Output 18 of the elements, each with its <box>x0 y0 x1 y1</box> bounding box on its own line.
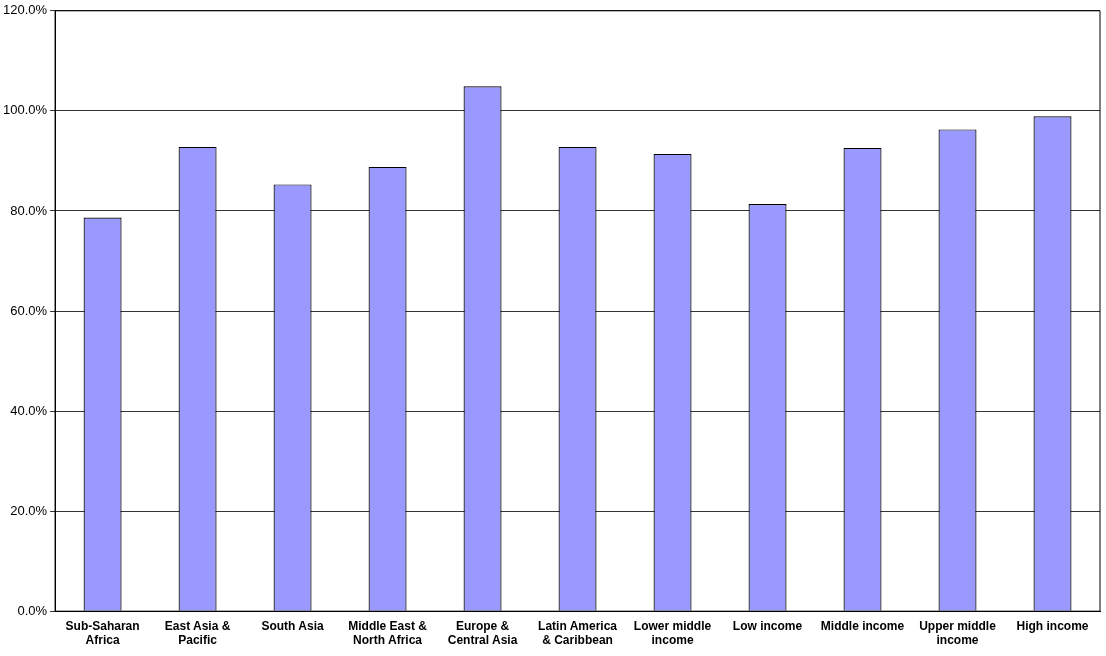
y-tick-label: 120.0% <box>3 2 48 18</box>
x-tick-label: East Asia & Pacific <box>164 618 231 648</box>
x-tick-label: South Asia <box>261 618 325 633</box>
y-tick-label: 0.0% <box>17 602 48 618</box>
x-tick-label: Sub-Saharan Africa <box>65 618 140 648</box>
y-tick-label: 60.0% <box>10 302 48 318</box>
x-tick-label: Europe & Central Asia <box>447 618 518 648</box>
y-tick-label: 100.0% <box>3 102 48 118</box>
y-tick-label: 80.0% <box>10 202 48 218</box>
x-tick-label: Middle East & North Africa <box>348 618 428 648</box>
y-tick-label: 40.0% <box>10 402 48 418</box>
x-tick-label: Lower middle income <box>633 618 712 648</box>
x-tick-label: Low income <box>732 618 803 633</box>
x-tick-label: Latin America & Caribbean <box>538 618 618 648</box>
x-tick-label: Upper middle income <box>919 618 997 648</box>
x-tick-label: Middle income <box>820 618 905 633</box>
y-tick-label: 20.0% <box>10 502 48 518</box>
x-tick-label: High income <box>1016 618 1089 633</box>
